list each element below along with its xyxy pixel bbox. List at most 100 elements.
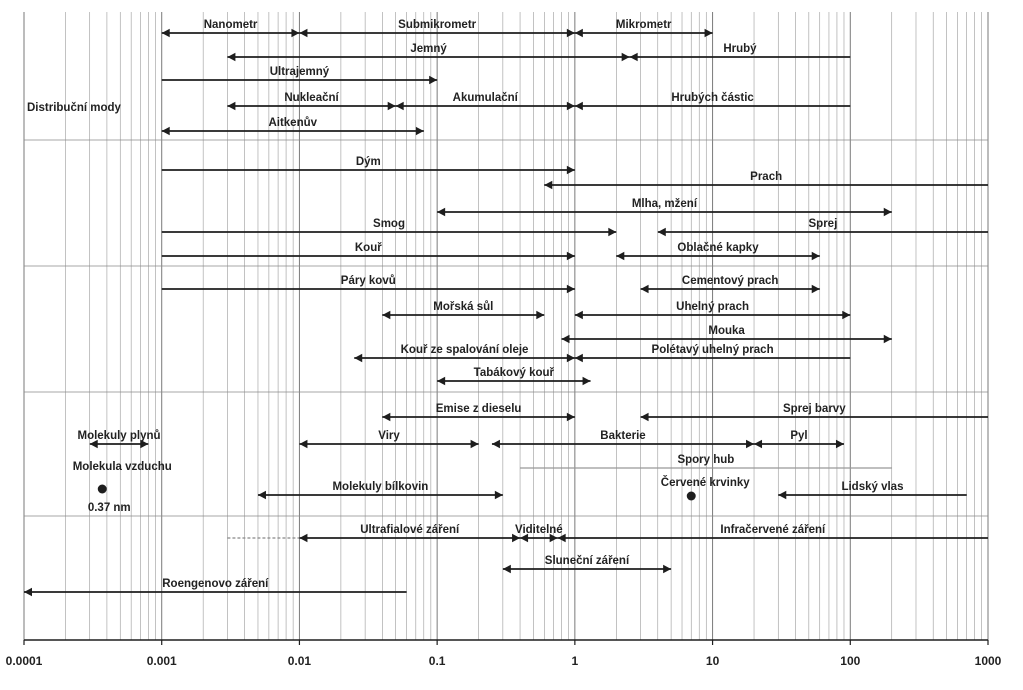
- range-item: Molekuly bílkovin: [257, 481, 503, 500]
- arrow-head: [89, 439, 98, 449]
- arrow-head: [566, 101, 575, 111]
- range-item: Jemný: [227, 43, 630, 62]
- arrow-head: [437, 207, 446, 217]
- range-item: Viditelné: [515, 524, 563, 543]
- range-item: Oblačné kapky: [616, 242, 820, 261]
- range-label: Smog: [373, 218, 405, 230]
- range-label: Nanometr: [204, 19, 258, 31]
- range-item: Hrubých částic: [574, 92, 851, 111]
- arrow-head: [512, 533, 521, 543]
- arrow-head: [640, 412, 649, 422]
- arrow-head: [161, 126, 170, 136]
- arrow-head: [227, 52, 236, 62]
- range-label: Spory hub: [677, 454, 734, 466]
- range-item: Nanometr: [161, 19, 300, 38]
- x-tick-label: 10: [706, 654, 720, 668]
- arrow-head: [437, 376, 446, 386]
- range-label: Kouř: [355, 242, 382, 254]
- arrow-head: [883, 334, 892, 344]
- arrow-head: [582, 376, 591, 386]
- arrow-head: [746, 439, 755, 449]
- arrow-head: [574, 310, 583, 320]
- range-item: Polétavý uhelný prach: [574, 344, 851, 363]
- range-label: Kouř ze spalování oleje: [401, 344, 529, 356]
- arrow-head: [24, 587, 32, 597]
- arrow-head: [299, 533, 308, 543]
- range-label: Ultrajemný: [270, 66, 330, 78]
- range-label: Tabákový kouř: [474, 367, 555, 379]
- arrow-head: [629, 52, 638, 62]
- arrow-head: [561, 334, 570, 344]
- range-item: Viry: [299, 430, 479, 449]
- arrow-head: [566, 353, 575, 363]
- point-marker: [97, 484, 107, 494]
- arrow-head: [520, 533, 529, 543]
- range-label: Infračervené záření: [720, 524, 826, 536]
- arrow-head: [494, 490, 503, 500]
- range-label: Molekuly plynů: [77, 430, 160, 442]
- arrow-head: [883, 207, 892, 217]
- x-tick-label: 1: [572, 654, 579, 668]
- range-label: Sluneční záření: [545, 555, 630, 567]
- range-item: Prach: [544, 171, 988, 190]
- range-item: Spory hub: [520, 454, 892, 469]
- range-label: Lidský vlas: [841, 481, 903, 493]
- arrow-head: [257, 490, 266, 500]
- arrow-head: [574, 28, 583, 38]
- range-item: Roengenovo záření: [24, 578, 407, 597]
- point-item: Molekula vzduchu 0.37 nm: [73, 461, 172, 514]
- x-tick-label: 100: [840, 654, 860, 668]
- range-item: Tabákový kouř: [437, 367, 591, 386]
- arrow-head: [299, 28, 308, 38]
- x-tick-label: 0.001: [147, 654, 177, 668]
- arrow-head: [640, 284, 649, 294]
- range-label: Páry kovů: [341, 275, 396, 287]
- arrow-head: [291, 28, 300, 38]
- range-item: Ultrafialové záření: [227, 524, 521, 543]
- range-arrows: Nanometr Submikrometr Mikrometr Jemný Hrubý U…: [24, 19, 988, 597]
- range-item: Páry kovů: [161, 275, 575, 294]
- point-marker: [686, 491, 696, 501]
- arrow-head: [429, 75, 438, 85]
- x-tick-label: 0.01: [288, 654, 312, 668]
- point-label: Červené krvinky: [661, 476, 750, 489]
- arrow-head: [415, 126, 424, 136]
- range-item: Mlha, mžení: [437, 198, 892, 217]
- range-item: Cementový prach: [640, 275, 820, 294]
- range-label: Emise z dieselu: [436, 403, 522, 415]
- range-label: Mlha, mžení: [632, 198, 698, 210]
- range-item: Smog: [161, 218, 617, 237]
- range-item: Ultrajemný: [161, 66, 438, 85]
- range-label: Nukleační: [284, 92, 339, 104]
- range-item: Dým: [161, 156, 575, 175]
- group-separators: [24, 139, 988, 517]
- arrow-head: [502, 564, 511, 574]
- range-label: Cementový prach: [682, 275, 779, 287]
- range-label: Mouka: [708, 325, 745, 337]
- range-item: Lidský vlas: [778, 481, 967, 500]
- arrow-head: [161, 28, 170, 38]
- arrow-head: [566, 284, 575, 294]
- arrow-head: [835, 439, 844, 449]
- arrow-head: [536, 310, 545, 320]
- range-label: Roengenovo záření: [162, 578, 269, 590]
- range-item: Nukleační: [227, 92, 396, 111]
- arrow-head: [557, 533, 566, 543]
- arrow-head: [663, 564, 672, 574]
- range-item: Mouka: [561, 325, 892, 344]
- point-markers: Molekula vzduchu 0.37 nm Červené krvinky: [73, 461, 751, 514]
- range-label: Jemný: [410, 43, 447, 55]
- range-item: Sprej barvy: [640, 403, 988, 422]
- point-value-label: 0.37 nm: [88, 502, 131, 514]
- range-label: Sprej: [809, 218, 838, 230]
- x-tick-label: 0.1: [429, 654, 446, 668]
- range-label: Uhelný prach: [676, 301, 749, 313]
- arrow-head: [395, 101, 404, 111]
- grid-lines: [23, 12, 989, 640]
- range-label: Hrubý: [723, 43, 757, 55]
- arrow-head: [566, 28, 575, 38]
- range-item: Hrubý: [629, 43, 851, 62]
- range-label: Hrubých částic: [671, 92, 754, 104]
- range-item: Sprej: [657, 218, 988, 237]
